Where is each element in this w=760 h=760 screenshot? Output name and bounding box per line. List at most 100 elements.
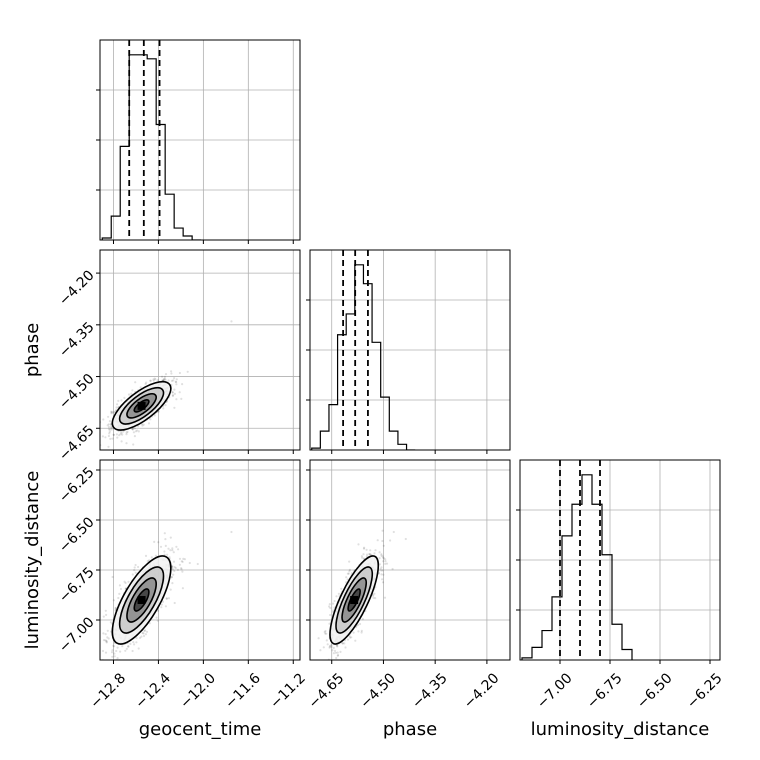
sample-point <box>161 375 164 378</box>
sample-point <box>125 431 128 434</box>
sample-point <box>360 631 363 634</box>
sample-point <box>174 380 177 383</box>
sample-point <box>380 566 383 569</box>
sample-point <box>170 372 173 375</box>
sample-point <box>115 433 118 436</box>
sample-point <box>336 645 339 648</box>
sample-point <box>116 646 119 649</box>
sample-point <box>164 605 167 608</box>
sample-point <box>131 428 134 431</box>
sample-point <box>106 629 109 632</box>
sample-point <box>137 647 140 650</box>
sample-point <box>127 393 131 396</box>
sample-point <box>380 573 383 576</box>
sample-point <box>170 370 173 373</box>
sample-point <box>132 641 135 644</box>
sample-point <box>345 576 348 579</box>
sample-point <box>119 587 123 591</box>
sample-point <box>181 570 184 573</box>
sample-point <box>114 607 117 610</box>
y-tick-label: −4.20 <box>56 267 98 309</box>
sample-point <box>180 560 183 563</box>
density-peak <box>350 596 359 604</box>
sample-point <box>361 556 364 559</box>
x-tick-label: −12.4 <box>132 670 174 712</box>
sample-point <box>131 427 134 431</box>
sample-point <box>183 558 186 561</box>
sample-point <box>131 649 134 653</box>
sample-point <box>129 642 132 646</box>
sample-point <box>107 428 111 431</box>
sample-point <box>376 539 379 542</box>
sample-point <box>180 397 183 400</box>
sample-point <box>104 639 107 642</box>
contour-line <box>341 577 368 623</box>
sample-point <box>346 572 349 575</box>
sample-point <box>317 637 320 640</box>
sample-point <box>381 581 385 584</box>
sample-point <box>357 630 360 633</box>
sample-point <box>384 560 387 563</box>
sample-point <box>108 430 111 433</box>
panel-phase-vs-phase <box>306 249 511 454</box>
contour-line <box>126 392 157 419</box>
sample-point <box>125 647 128 651</box>
sample-point <box>112 599 115 602</box>
sample-point <box>125 442 128 445</box>
sample-point <box>104 436 107 439</box>
x-tick-label: −11.2 <box>267 670 309 712</box>
sample-point <box>105 640 108 643</box>
sample-point <box>97 627 99 629</box>
sample-point <box>167 547 170 550</box>
sample-point <box>105 613 108 617</box>
sample-point <box>109 437 112 440</box>
contour-line <box>111 555 172 645</box>
sample-point <box>173 377 176 380</box>
sample-point <box>373 552 376 555</box>
sample-point <box>369 553 372 556</box>
sample-point <box>176 568 179 572</box>
sample-point <box>171 394 174 398</box>
sample-point <box>335 595 338 598</box>
sample-point <box>169 536 172 539</box>
sample-point <box>381 578 384 581</box>
sample-point <box>379 567 382 570</box>
contour-line <box>111 380 172 431</box>
sample-point <box>110 427 113 430</box>
sample-point <box>141 631 144 635</box>
sample-point <box>155 616 158 619</box>
sample-point <box>360 555 363 558</box>
sample-point <box>156 379 159 382</box>
sample-point <box>344 646 347 649</box>
sample-point <box>175 545 178 548</box>
sample-point <box>136 429 139 432</box>
sample-point <box>108 420 111 423</box>
sample-point <box>365 548 368 551</box>
sample-point <box>173 406 176 409</box>
sample-point <box>385 562 389 565</box>
sample-point <box>141 424 144 427</box>
sample-point <box>130 392 133 395</box>
sample-point <box>359 622 362 626</box>
histogram-phase <box>311 264 416 450</box>
sample-point <box>106 636 109 639</box>
sample-point <box>131 573 134 576</box>
sample-point <box>166 553 169 556</box>
sample-point <box>171 391 174 394</box>
sample-point <box>121 433 124 436</box>
sample-point <box>196 562 199 566</box>
sample-point <box>369 549 372 552</box>
sample-point <box>164 404 167 407</box>
sample-point <box>153 540 156 544</box>
sample-point <box>404 537 407 541</box>
sample-point <box>175 378 178 381</box>
x-tick-label: −11.6 <box>222 670 264 712</box>
sample-point <box>322 646 325 649</box>
xlabel-luminosity-distance: luminosity_distance <box>531 719 710 740</box>
sample-point <box>131 389 134 392</box>
panel-luminosity_distance-vs-phase: −4.65 −4.50 −4.35 −4.20 <box>306 459 511 712</box>
sample-point <box>131 427 134 431</box>
sample-point <box>381 569 384 572</box>
sample-point <box>123 580 126 583</box>
